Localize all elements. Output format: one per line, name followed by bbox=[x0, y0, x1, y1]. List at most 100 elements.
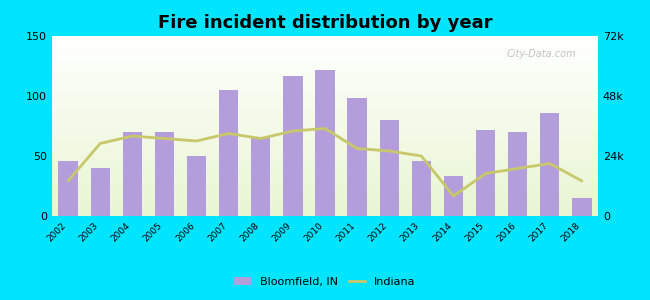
Bar bbox=[52, 203, 598, 204]
Bar bbox=[52, 210, 598, 211]
Bar bbox=[52, 78, 598, 79]
Bar bbox=[52, 117, 598, 118]
Bar bbox=[52, 60, 598, 61]
Bar bbox=[52, 176, 598, 177]
Bar bbox=[52, 96, 598, 97]
Bar bbox=[52, 100, 598, 101]
Bar bbox=[444, 176, 463, 216]
Bar bbox=[52, 68, 598, 69]
Bar bbox=[52, 73, 598, 74]
Bar bbox=[52, 206, 598, 207]
Bar bbox=[52, 62, 598, 63]
Bar bbox=[52, 52, 598, 53]
Bar bbox=[52, 166, 598, 167]
Bar bbox=[52, 156, 598, 157]
Bar bbox=[52, 192, 598, 193]
Bar bbox=[52, 172, 598, 173]
Bar bbox=[52, 76, 598, 77]
Bar bbox=[52, 50, 598, 51]
Bar bbox=[52, 53, 598, 54]
Bar bbox=[52, 128, 598, 129]
Bar bbox=[52, 200, 598, 201]
Bar bbox=[52, 147, 598, 148]
Bar bbox=[52, 118, 598, 119]
Bar bbox=[52, 119, 598, 120]
Bar bbox=[52, 72, 598, 73]
Bar bbox=[52, 199, 598, 200]
Bar bbox=[52, 174, 598, 175]
Bar bbox=[52, 202, 598, 203]
Bar bbox=[52, 170, 598, 171]
Bar bbox=[52, 175, 598, 176]
Bar bbox=[52, 101, 598, 102]
Bar bbox=[52, 179, 598, 180]
Bar bbox=[52, 127, 598, 128]
Bar bbox=[283, 76, 302, 216]
Bar bbox=[52, 121, 598, 122]
Bar bbox=[52, 143, 598, 144]
Bar bbox=[52, 182, 598, 183]
Bar bbox=[52, 202, 598, 203]
Bar bbox=[52, 63, 598, 64]
Bar bbox=[52, 161, 598, 162]
Bar bbox=[52, 193, 598, 194]
Bar bbox=[52, 154, 598, 155]
Bar bbox=[52, 205, 598, 206]
Text: City-Data.com: City-Data.com bbox=[506, 49, 576, 58]
Bar bbox=[52, 104, 598, 105]
Bar bbox=[52, 141, 598, 142]
Bar bbox=[52, 84, 598, 85]
Bar bbox=[52, 162, 598, 163]
Bar bbox=[52, 153, 598, 154]
Bar bbox=[52, 91, 598, 92]
Bar bbox=[315, 70, 335, 216]
Bar bbox=[52, 44, 598, 45]
Bar bbox=[52, 189, 598, 190]
Bar bbox=[572, 198, 592, 216]
Bar bbox=[52, 140, 598, 141]
Bar bbox=[52, 85, 598, 86]
Bar bbox=[52, 178, 598, 179]
Bar bbox=[155, 132, 174, 216]
Bar bbox=[52, 54, 598, 55]
Bar bbox=[52, 124, 598, 125]
Bar bbox=[52, 208, 598, 209]
Bar bbox=[52, 89, 598, 90]
Bar bbox=[52, 209, 598, 210]
Bar bbox=[52, 131, 598, 132]
Bar bbox=[540, 113, 560, 216]
Bar bbox=[52, 125, 598, 126]
Bar bbox=[52, 77, 598, 78]
Bar bbox=[52, 146, 598, 147]
Bar bbox=[52, 165, 598, 166]
Bar bbox=[52, 87, 598, 88]
Bar bbox=[52, 58, 598, 59]
Bar bbox=[52, 37, 598, 38]
Bar bbox=[52, 105, 598, 106]
Bar bbox=[52, 195, 598, 196]
Bar bbox=[52, 214, 598, 215]
Bar bbox=[52, 45, 598, 46]
Bar bbox=[52, 144, 598, 145]
Bar bbox=[52, 115, 598, 116]
Bar bbox=[52, 46, 598, 47]
Bar bbox=[52, 183, 598, 184]
Bar bbox=[52, 134, 598, 135]
Bar bbox=[52, 64, 598, 65]
Bar bbox=[52, 103, 598, 104]
Bar bbox=[52, 185, 598, 186]
Bar bbox=[52, 207, 598, 208]
Bar bbox=[219, 90, 239, 216]
Bar bbox=[348, 98, 367, 216]
Bar bbox=[52, 160, 598, 161]
Bar bbox=[52, 40, 598, 41]
Bar bbox=[52, 102, 598, 103]
Bar bbox=[52, 132, 598, 133]
Bar bbox=[52, 197, 598, 198]
Bar bbox=[52, 164, 598, 165]
Bar bbox=[52, 99, 598, 100]
Title: Fire incident distribution by year: Fire incident distribution by year bbox=[158, 14, 492, 32]
Bar bbox=[52, 139, 598, 140]
Bar bbox=[52, 74, 598, 75]
Bar bbox=[52, 85, 598, 86]
